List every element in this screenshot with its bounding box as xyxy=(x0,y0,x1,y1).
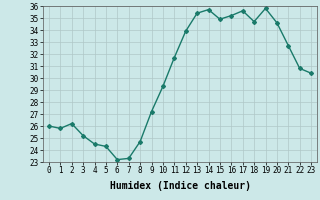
X-axis label: Humidex (Indice chaleur): Humidex (Indice chaleur) xyxy=(109,181,251,191)
